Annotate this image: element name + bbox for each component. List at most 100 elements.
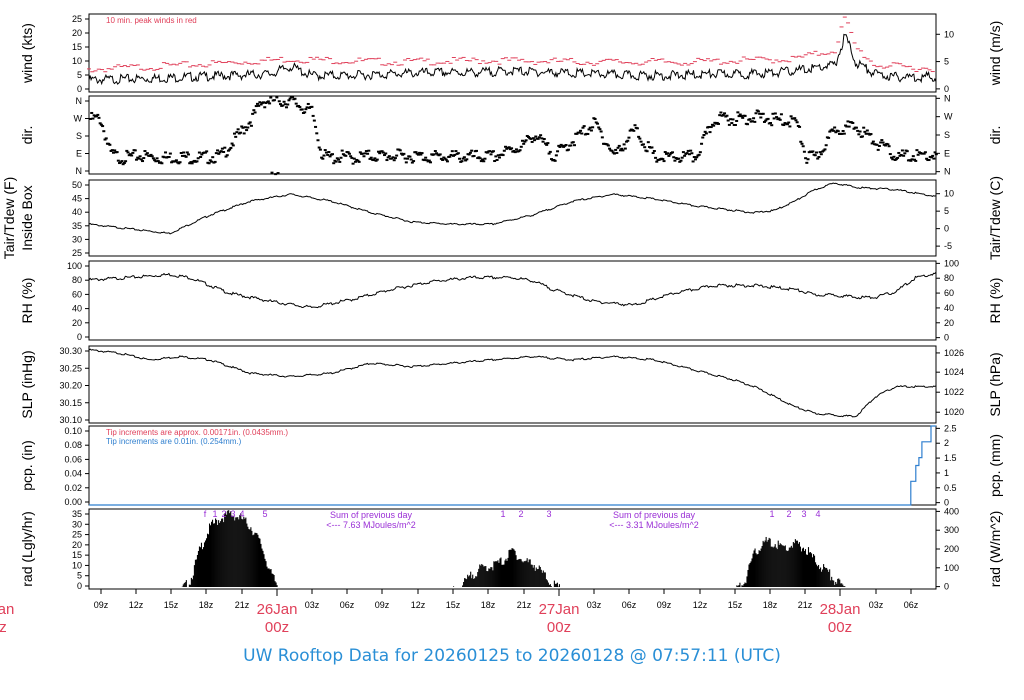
radiation-bar bbox=[237, 517, 239, 587]
direction-mark bbox=[677, 157, 681, 160]
radiation-bar bbox=[534, 570, 536, 587]
direction-mark bbox=[406, 157, 410, 160]
hour-label: 06z bbox=[340, 600, 355, 610]
radiation-bar bbox=[831, 576, 833, 587]
direction-mark bbox=[275, 96, 279, 99]
radiation-bar bbox=[266, 566, 268, 587]
direction-mark bbox=[530, 140, 534, 143]
radiation-bar bbox=[205, 538, 208, 587]
hour-label: 09z bbox=[94, 600, 109, 610]
direction-mark bbox=[402, 152, 406, 155]
direction-mark bbox=[934, 153, 938, 156]
left-tick-label: 30.30 bbox=[59, 346, 82, 356]
radiation-bar bbox=[263, 554, 265, 587]
direction-mark bbox=[678, 160, 682, 163]
radiation-bar bbox=[791, 547, 793, 587]
direction-mark bbox=[404, 161, 408, 164]
left-tick-label: N bbox=[76, 96, 83, 106]
direction-mark bbox=[226, 149, 230, 152]
direction-mark bbox=[645, 150, 649, 153]
radiation-bar bbox=[764, 540, 766, 587]
radiation-bar bbox=[527, 562, 529, 587]
direction-mark bbox=[339, 156, 343, 159]
direction-mark bbox=[733, 124, 737, 127]
radiation-bar bbox=[775, 547, 777, 587]
direction-mark bbox=[651, 152, 655, 155]
direction-mark bbox=[255, 102, 259, 105]
direction-mark bbox=[277, 100, 281, 103]
radiation-bar bbox=[788, 547, 790, 587]
radiation-bar bbox=[215, 518, 217, 587]
direction-mark bbox=[332, 162, 336, 165]
left-tick-label: 50 bbox=[72, 180, 82, 190]
radiation-bar bbox=[545, 579, 547, 587]
radiation-bar bbox=[522, 562, 524, 587]
direction-mark bbox=[424, 156, 428, 159]
radiation-bar bbox=[244, 518, 246, 587]
direction-mark bbox=[121, 163, 125, 166]
direction-mark bbox=[378, 152, 382, 155]
direction-mark bbox=[830, 128, 834, 131]
radiation-bar bbox=[227, 510, 229, 587]
radiation-bar bbox=[780, 544, 782, 587]
radiation-bar bbox=[505, 558, 507, 587]
radiation-bar bbox=[268, 568, 270, 587]
direction-mark bbox=[363, 152, 367, 155]
radiation-bar bbox=[478, 568, 480, 587]
panel-pcp: 0.00 0.02 0.04 0.06 0.08 0.10 0 0.5 1 1.5 2 2.5 pcp.… bbox=[19, 423, 1003, 507]
left-axis-label: Tair/Tdew (F) bbox=[1, 177, 17, 259]
radiation-bar bbox=[531, 564, 533, 587]
direction-mark bbox=[527, 135, 531, 138]
radiation-bar bbox=[251, 530, 253, 587]
direction-mark bbox=[236, 128, 240, 131]
direction-mark bbox=[510, 147, 514, 150]
sun-hour-mark: 1 bbox=[769, 509, 774, 519]
radiation-bar bbox=[259, 538, 261, 587]
direction-mark bbox=[579, 129, 583, 132]
radiation-bar bbox=[469, 575, 471, 587]
direction-mark bbox=[736, 111, 740, 114]
direction-mark bbox=[806, 158, 810, 161]
radiation-bar bbox=[747, 569, 749, 587]
right-axis-label: dir. bbox=[987, 126, 1003, 145]
direction-mark bbox=[886, 143, 890, 146]
left-axis-label: RH (%) bbox=[19, 278, 35, 324]
right-tick-label: 10 bbox=[944, 29, 954, 39]
direction-mark bbox=[392, 159, 396, 162]
direction-mark bbox=[170, 161, 174, 164]
direction-mark bbox=[304, 108, 308, 111]
direction-mark bbox=[595, 122, 599, 125]
right-axis-label: RH (%) bbox=[987, 278, 1003, 324]
radiation-bar bbox=[840, 583, 842, 587]
radiation-bar bbox=[836, 583, 838, 587]
direction-mark bbox=[341, 153, 345, 156]
direction-mark bbox=[134, 158, 138, 161]
direction-mark bbox=[245, 129, 249, 132]
direction-mark bbox=[108, 143, 112, 146]
direction-mark bbox=[931, 154, 935, 157]
direction-mark bbox=[504, 145, 508, 148]
direction-mark bbox=[294, 102, 298, 105]
radiation-bar bbox=[253, 534, 255, 587]
radiation-bar bbox=[843, 586, 845, 587]
radiation-bar bbox=[516, 560, 518, 587]
radiation-bar bbox=[229, 513, 231, 587]
radiation-bar bbox=[482, 564, 484, 587]
direction-mark bbox=[815, 151, 818, 154]
right-tick-label: 0 bbox=[944, 84, 949, 94]
direction-mark bbox=[214, 152, 218, 155]
radiation-bar bbox=[220, 521, 222, 587]
radiation-bar bbox=[466, 579, 468, 587]
direction-mark bbox=[375, 158, 379, 161]
time-axis: 09z 12z 15z 18z 21z 03z 06z 09z 12z 15z 18z 21z 03z 0… bbox=[0, 589, 919, 636]
direction-mark bbox=[758, 112, 762, 115]
radiation-bars bbox=[181, 510, 846, 587]
radiation-bar bbox=[781, 545, 783, 587]
direction-mark bbox=[235, 131, 239, 134]
radiation-bar bbox=[792, 542, 794, 587]
direction-mark bbox=[618, 149, 622, 152]
direction-mark bbox=[419, 153, 423, 156]
radiation-bar bbox=[203, 542, 206, 587]
direction-mark bbox=[399, 152, 403, 155]
radiation-bar bbox=[771, 546, 773, 587]
